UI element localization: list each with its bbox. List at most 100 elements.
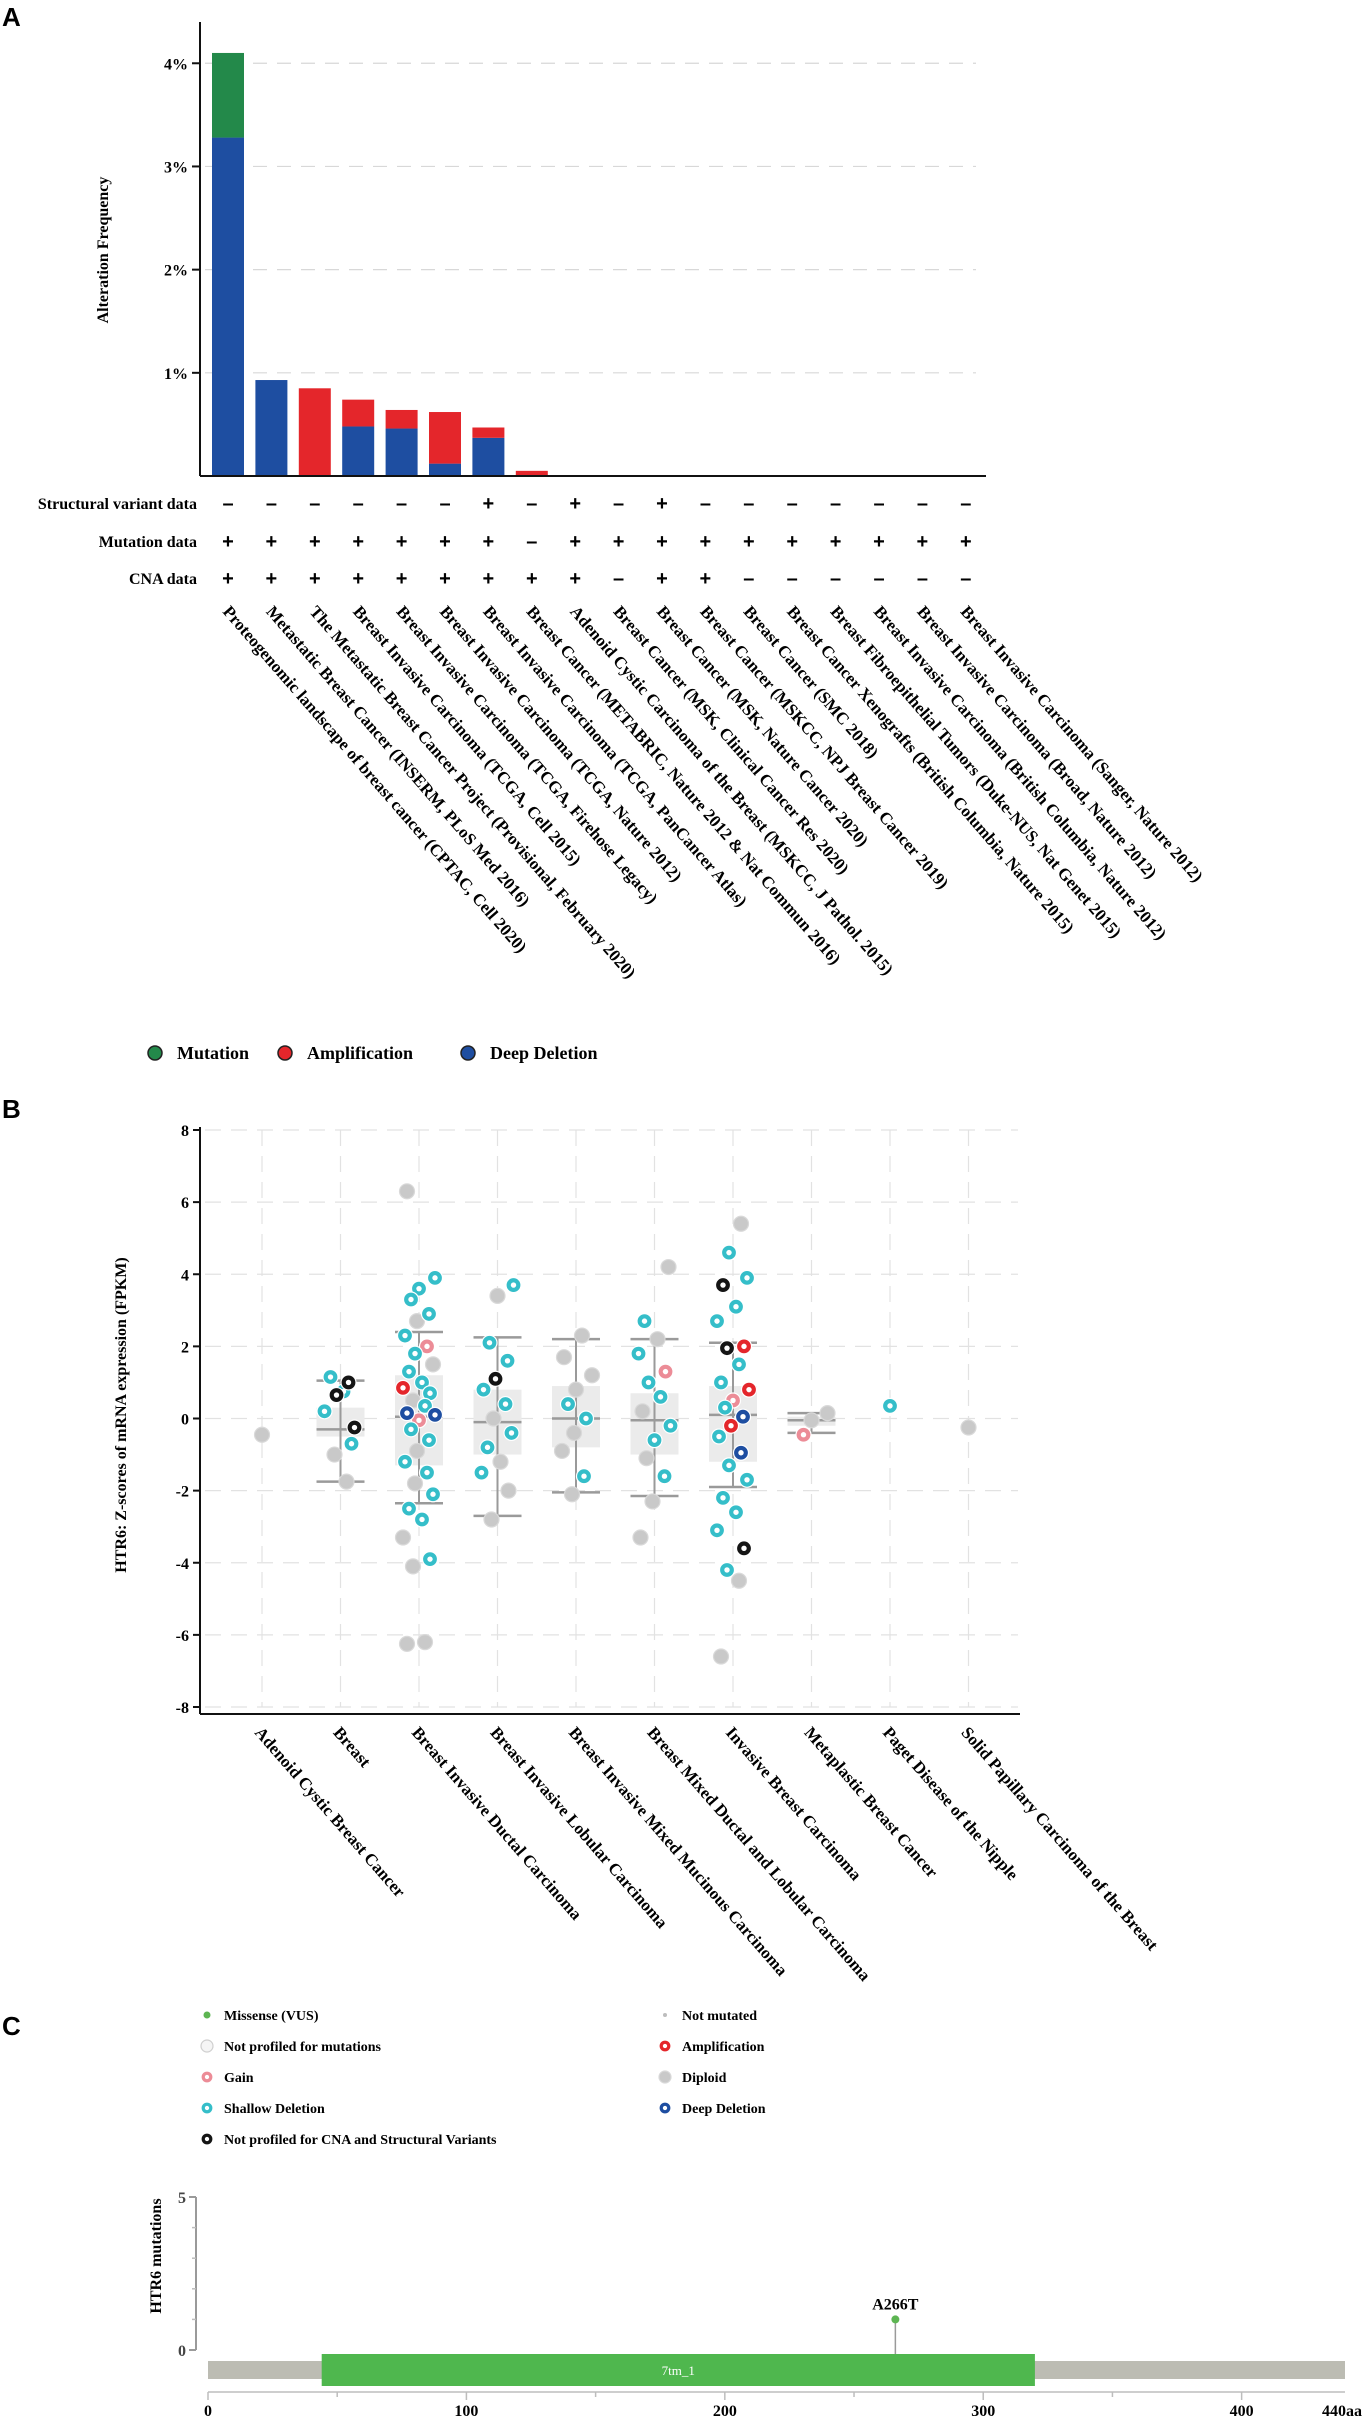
panel-b-point-shallow-deletion — [577, 1410, 595, 1427]
panel-b-point-not-profiled-cna — [487, 1370, 504, 1387]
panel-b-point-diploid-ring — [563, 1486, 581, 1503]
panel-b-point-shallow-deletion — [712, 1374, 730, 1391]
panel-b-point-shallow-deletion-core — [504, 1358, 511, 1364]
panel-b-point-diploid — [489, 1287, 506, 1304]
panel-b-point-shallow-deletion — [662, 1417, 679, 1434]
panel-b-y-tick-label: -6 — [176, 1628, 189, 1645]
panel-b-point-shallow-deletion-core — [402, 1459, 408, 1465]
panel-b-point-amplification — [735, 1338, 753, 1355]
panel-b-point-diploid-ring — [649, 1331, 666, 1348]
panel-c-end-label: 440aa — [1322, 2403, 1362, 2420]
panel-b-point-diploid — [583, 1367, 601, 1384]
panel-b-legend-swatch — [200, 2132, 214, 2146]
panel-b-point-shallow-deletion-core — [478, 1469, 485, 1476]
panel-b-legend-label: Gain — [224, 2071, 254, 2086]
panel-a-annotation-symbol: + — [439, 531, 451, 553]
panel-a-annotation-symbol: – — [526, 531, 537, 553]
panel-a-annotation-symbol: + — [569, 493, 581, 515]
panel-a-annotation-symbol: – — [917, 493, 928, 515]
panel-b-point-deep-deletion-core — [404, 1410, 410, 1416]
panel-b-point-diploid — [732, 1215, 750, 1232]
panel-a-annotation-symbol: + — [917, 531, 929, 553]
panel-c-domain: 7tm_1 — [321, 2354, 1035, 2386]
panel-b-legend-swatch — [200, 2039, 214, 2053]
panel-b-point-shallow-deletion-core — [426, 1437, 432, 1443]
panel-a-annotation-symbol: + — [960, 531, 972, 553]
panel-a-bar-deep-deletion — [342, 426, 375, 476]
panel-b-point-diploid-ring — [638, 1450, 655, 1467]
panel-b-point-not-profiled-cna-core — [333, 1392, 340, 1398]
panel-b-point-shallow-deletion — [708, 1522, 726, 1539]
panel-b-category-label: Breast — [329, 1723, 374, 1771]
panel-b-point-deep-deletion — [398, 1404, 416, 1422]
panel-a-y-tick-label: 2% — [164, 263, 188, 280]
panel-b-point-shallow-deletion — [499, 1352, 516, 1369]
panel-b-point-shallow-deletion — [413, 1374, 431, 1391]
panel-b-point-shallow-deletion-core — [641, 1318, 648, 1324]
panel-b-point-diploid — [485, 1410, 502, 1427]
panel-b-point-diploid-ring — [408, 1442, 426, 1460]
panel-b-point-shallow-deletion — [402, 1291, 420, 1308]
panel-b-point-shallow-deletion-core — [427, 1390, 433, 1396]
panel-b-legend-swatch-core — [662, 2105, 668, 2111]
panel-b-point-shallow-deletion — [421, 1551, 439, 1568]
panel-a-annotation-symbol: + — [700, 531, 712, 553]
panel-b-point-diploid — [424, 1356, 442, 1373]
panel-a-annotation-symbol: + — [352, 531, 364, 553]
panel-b-point-shallow-deletion-core — [651, 1437, 658, 1443]
panel-a-annotation-symbol: + — [873, 531, 885, 553]
panel-a-annotation-row-label: CNA data — [129, 571, 197, 588]
panel-b-point-diploid — [567, 1381, 585, 1398]
panel-b-point-diploid — [660, 1258, 677, 1276]
panel-b-point-shallow-deletion — [714, 1489, 732, 1506]
panel-b-point-shallow-deletion-core — [661, 1473, 668, 1479]
panel-b-point-shallow-deletion-core — [716, 1433, 722, 1440]
panel-b-point-shallow-deletion — [420, 1305, 438, 1323]
panel-a-bar-amplification — [385, 409, 418, 429]
panel-b-point-diploid — [406, 1475, 424, 1492]
panel-a-annotation-symbol: + — [700, 568, 712, 590]
panel-a-annotation-row-label: Structural variant data — [38, 496, 197, 513]
panel-b-category-label: Metaplastic Breast Cancer — [800, 1723, 941, 1882]
panel-b-point-gain-core — [730, 1397, 736, 1404]
panel-b-legend-swatch — [663, 2013, 667, 2017]
panel-a-bar-amplification — [429, 412, 461, 464]
panel-b-point-shallow-deletion — [343, 1435, 360, 1452]
panel-b-points — [253, 1183, 977, 1665]
panel-b-label: B — [2, 1094, 21, 1124]
panel-b-point-diploid-ring — [567, 1381, 585, 1398]
panel-c-y-tick-label: 5 — [178, 2190, 186, 2207]
panel-b-point-shallow-deletion-core — [480, 1386, 487, 1393]
panel-b-point-amplification-core — [746, 1386, 752, 1393]
panel-b-legend-swatch-core — [204, 2074, 210, 2080]
panel-a-bars — [212, 52, 548, 476]
panel-a-annotation-symbol: – — [743, 493, 754, 515]
panel-b-point-shallow-deletion — [656, 1468, 673, 1485]
panel-a-annotation-symbol: + — [396, 531, 408, 553]
panel-a-annotation-symbol: – — [396, 493, 407, 515]
panel-a-legend: Mutation Amplification Deep Deletion — [147, 1043, 597, 1063]
panel-b-category-label: Breast Invasive Ductal Carcinoma — [408, 1723, 586, 1924]
panel-a-annotation-symbol: + — [483, 531, 495, 553]
panel-b-legend-item: Diploid — [658, 2070, 727, 2086]
panel-b-point-diploid-ring — [553, 1442, 571, 1460]
panel-a-annotation-symbol: – — [873, 493, 884, 515]
panel-b-point-shallow-deletion-core — [412, 1350, 418, 1357]
panel-b-legend-swatch-core — [204, 2136, 210, 2142]
panel-b-point-diploid-ring — [492, 1453, 509, 1470]
panel-b-point-diploid-ring — [819, 1404, 836, 1422]
panel-b-point-shallow-deletion — [505, 1276, 522, 1294]
panel-a-annotation-symbol: – — [960, 568, 971, 590]
panel-b-point-shallow-deletion-core — [714, 1527, 720, 1533]
panel-a-annotation-symbol: + — [569, 531, 581, 553]
panel-c-plot: 0 5 7tm_1 A266T 0 100 200 300 400 — [178, 2190, 1345, 2420]
panel-b-point-shallow-deletion-core — [486, 1340, 493, 1346]
panel-a-annotation-symbol: – — [613, 568, 624, 590]
panel-a-category-label: Breast Invasive Carcinoma (British Colum… — [870, 602, 1170, 943]
panel-b-point-diploid-ring — [489, 1287, 506, 1304]
panel-a-annotation-symbol: – — [830, 493, 841, 515]
panel-c-y-tick-label: 0 — [178, 2343, 186, 2360]
panel-b-point-shallow-deletion-core — [402, 1332, 408, 1339]
panel-b-point-shallow-deletion — [738, 1471, 756, 1488]
